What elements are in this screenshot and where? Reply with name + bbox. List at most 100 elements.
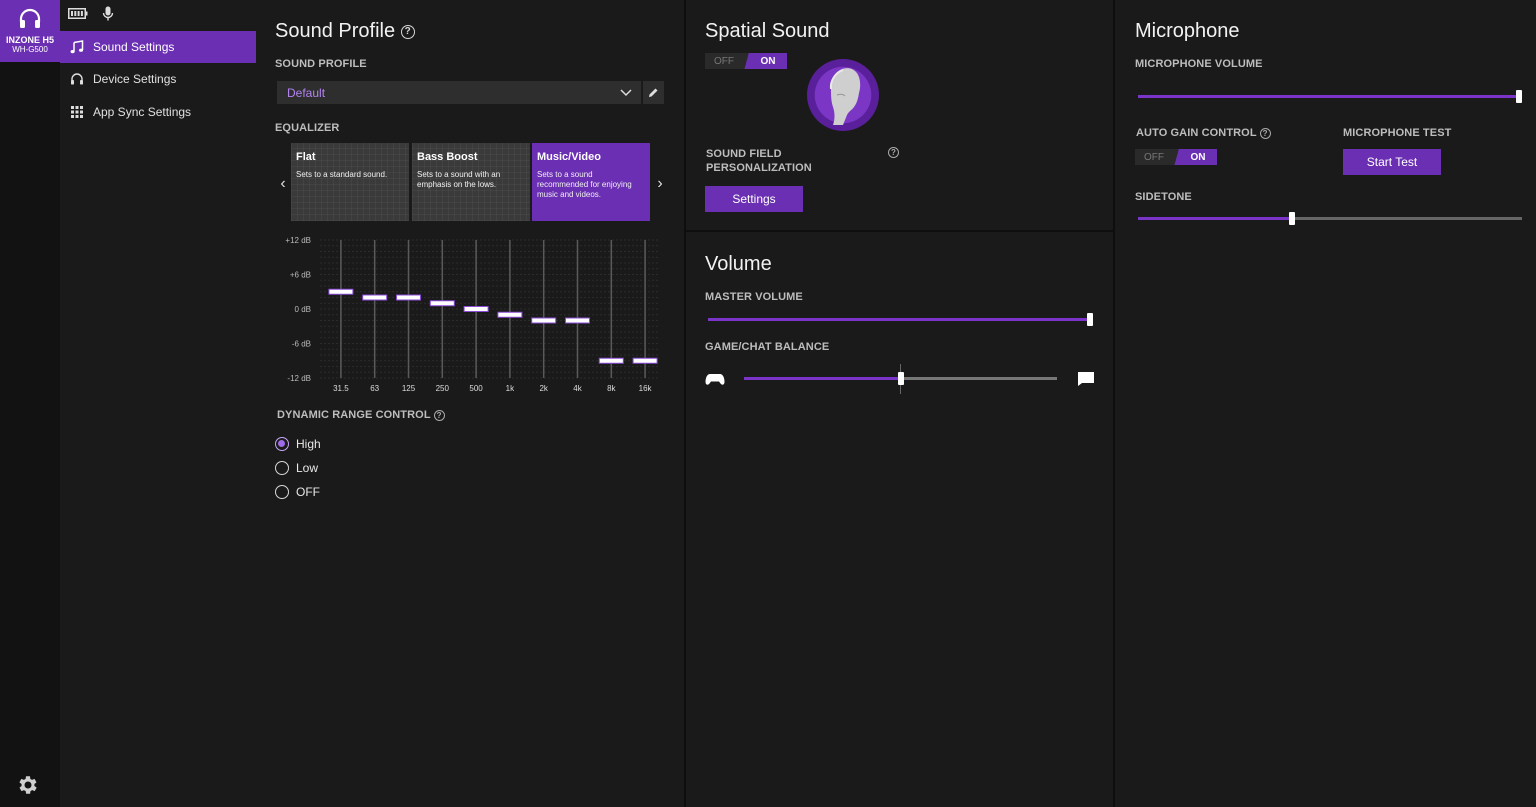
eq-band-handle[interactable]: [396, 294, 421, 301]
microphone-volume-slider[interactable]: [1138, 90, 1522, 104]
help-icon[interactable]: ?: [433, 409, 445, 421]
volume-title: Volume: [705, 253, 772, 275]
grid-icon: [70, 105, 84, 119]
spatial-sound-toggle[interactable]: OFF ON: [705, 53, 787, 69]
sidebar-item-label: Device Settings: [93, 72, 177, 86]
x-tick-label: 125: [402, 384, 416, 393]
sound-profile-label: SOUND PROFILE: [275, 58, 367, 70]
panel-divider: [686, 230, 1113, 232]
radio-button[interactable]: [275, 461, 289, 475]
auto-gain-control-label: AUTO GAIN CONTROL ?: [1136, 127, 1271, 139]
sidebar-item-label: App Sync Settings: [93, 105, 192, 119]
gear-icon[interactable]: [16, 773, 40, 797]
pencil-icon: [649, 88, 658, 97]
help-icon[interactable]: ?: [1259, 127, 1271, 139]
auto-gain-control-toggle[interactable]: OFF ON: [1135, 149, 1217, 165]
preset-title: Bass Boost: [417, 151, 478, 163]
x-tick-label: 500: [469, 384, 483, 393]
chevron-down-icon: [620, 89, 632, 97]
game-chat-balance-slider[interactable]: [744, 364, 1057, 394]
radio-label: Low: [296, 461, 319, 475]
eq-band-handle[interactable]: [598, 357, 624, 364]
battery-icon: [68, 8, 88, 19]
x-tick-label: 16k: [639, 384, 653, 393]
preset-title: Music/Video: [537, 151, 601, 163]
panel-title-text: Sound Profile: [275, 20, 396, 42]
sidebar-item-sound-settings[interactable]: Sound Settings: [60, 31, 256, 63]
preset-description: Sets to a sound recommended for enjoying…: [537, 170, 632, 199]
device-rail: INZONE H5 WH-G500: [0, 0, 60, 807]
drc-option-off[interactable]: OFF: [275, 485, 320, 499]
eq-band-handle[interactable]: [362, 294, 388, 301]
preset-description: Sets to a sound with an emphasis on the …: [417, 170, 501, 189]
sidetone-slider[interactable]: [1138, 212, 1522, 226]
eq-band-handle[interactable]: [531, 317, 557, 324]
preset-card-music-video[interactable]: Music/Video Sets to a sound recommended …: [532, 143, 650, 221]
eq-band-handle[interactable]: [497, 311, 523, 318]
radio-button[interactable]: [275, 437, 289, 451]
slider-thumb[interactable]: [897, 372, 904, 385]
start-test-button[interactable]: Start Test: [1343, 149, 1441, 175]
drc-option-low[interactable]: Low: [275, 461, 318, 475]
eq-band-handle[interactable]: [565, 317, 590, 324]
y-tick-label: +6 dB: [290, 271, 311, 280]
sidetone-label: SIDETONE: [1135, 191, 1192, 203]
sound-profile-select[interactable]: Default: [277, 81, 641, 104]
slider-fill: [708, 318, 1093, 321]
settings-button[interactable]: Settings: [705, 186, 803, 212]
head-avatar-image: [807, 59, 879, 131]
preset-next-arrow[interactable]: ›: [657, 175, 663, 192]
sidebar-item-device-settings[interactable]: Device Settings: [60, 63, 256, 95]
y-tick-label: 0 dB: [295, 305, 311, 314]
agc-label-text: AUTO GAIN CONTROL: [1136, 127, 1257, 139]
eq-band-handle[interactable]: [328, 288, 354, 295]
microphone-test-label: MICROPHONE TEST: [1343, 127, 1452, 139]
equalizer-label: EQUALIZER: [275, 122, 340, 134]
slider-thumb[interactable]: [1516, 90, 1522, 103]
x-tick-label: 1k: [506, 384, 515, 393]
panel-divider: [684, 0, 686, 807]
x-tick-label: 250: [436, 384, 450, 393]
preset-card-bass-boost[interactable]: Bass Boost Sets to a sound with an empha…: [412, 143, 530, 221]
x-tick-label: 4k: [573, 384, 582, 393]
slider-thumb[interactable]: [1288, 212, 1295, 225]
drc-label-text: DYNAMIC RANGE CONTROL: [277, 409, 431, 421]
drc-label: DYNAMIC RANGE CONTROL ?: [277, 409, 445, 421]
device-name: INZONE H5: [5, 35, 54, 45]
sidebar-item-app-sync-settings[interactable]: App Sync Settings: [60, 96, 256, 128]
equalizer-chart: +12 dB +6 dB 0 dB -6 dB -12 dB 31.5 63 125 250 50…: [285, 236, 658, 393]
eq-band-handle[interactable]: [463, 306, 489, 312]
radio-button[interactable]: [275, 485, 289, 499]
headphones-icon: [70, 72, 84, 86]
eq-band-handle[interactable]: [429, 300, 455, 307]
eq-band-handle[interactable]: [632, 357, 658, 364]
slider-thumb[interactable]: [1087, 313, 1093, 326]
toggle-off-label: OFF: [705, 53, 743, 69]
sidebar-nav: Sound Settings Device Settings App Sync …: [60, 0, 256, 807]
head-icon: [829, 68, 861, 125]
radio-label: OFF: [296, 485, 320, 499]
spatial-sound-title: Spatial Sound: [705, 20, 830, 42]
edit-profile-button[interactable]: [643, 81, 664, 104]
device-model: WH-G500: [12, 45, 48, 54]
x-tick-label: 8k: [607, 384, 616, 393]
y-tick-label: +12 dB: [285, 236, 311, 245]
help-icon[interactable]: ?: [400, 24, 415, 39]
preset-card-flat[interactable]: Flat Sets to a standard sound.: [291, 143, 409, 221]
y-tick-label: -6 dB: [292, 340, 311, 349]
preset-prev-arrow[interactable]: ‹: [280, 175, 286, 192]
headphones-icon: [19, 8, 41, 28]
game-chat-balance-label: GAME/CHAT BALANCE: [705, 341, 830, 353]
master-volume-slider[interactable]: [708, 313, 1093, 327]
sound-profile-title: Sound Profile ?: [275, 20, 415, 43]
y-tick-label: -12 dB: [287, 374, 311, 383]
toggle-off-label: OFF: [1135, 149, 1173, 165]
device-tile[interactable]: INZONE H5 WH-G500: [0, 0, 60, 62]
gamepad-icon: [705, 374, 725, 385]
chat-bubble-icon: [1078, 372, 1094, 386]
toggle-on-label: ON: [1173, 149, 1217, 165]
help-icon[interactable]: ?: [888, 147, 899, 158]
drc-option-high[interactable]: High: [275, 437, 321, 451]
slider-fill: [1138, 217, 1292, 220]
